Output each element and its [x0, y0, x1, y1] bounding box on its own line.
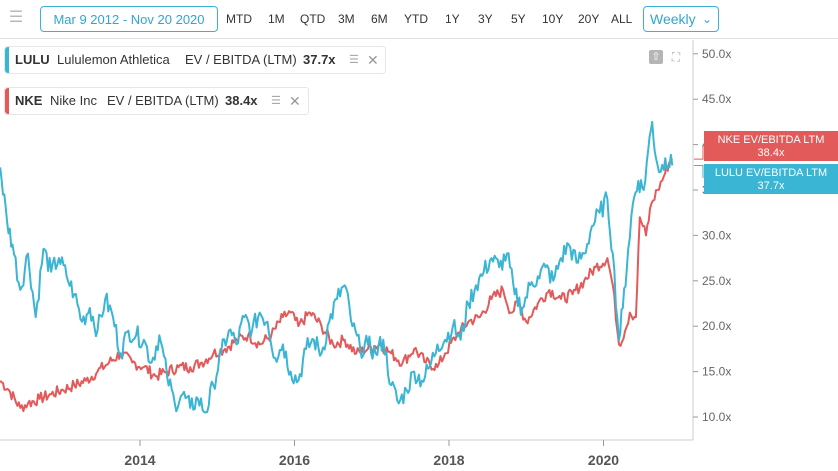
y-tick-label: 10.0x [702, 410, 731, 424]
legend-ticker: LULU [15, 52, 50, 67]
period-button-3y[interactable]: 3Y [478, 12, 493, 26]
y-tick-label: 50.0x [702, 47, 731, 61]
x-tick-label: 2020 [588, 452, 619, 468]
period-button-6m[interactable]: 6M [371, 12, 388, 26]
legend-company-name: Nike Inc [50, 93, 97, 108]
end-label-title: LULU EV/EBITDA LTM [715, 167, 827, 179]
period-button-10y[interactable]: 10Y [542, 12, 564, 26]
period-button-1y[interactable]: 1Y [445, 12, 460, 26]
period-button-mtd[interactable]: MTD [226, 12, 252, 26]
menu-icon[interactable]: ☰ [8, 9, 24, 26]
chart-toolbar: ☰ Mar 9 2012 - Nov 20 2020 MTD 1M QTD 3M 6M Y… [0, 0, 838, 39]
legend-item-nke[interactable]: NKE Nike Inc EV / EBITDA (LTM) 38.4x ☰ ✕ [4, 87, 309, 115]
period-button-20y[interactable]: 20Y [578, 12, 600, 26]
x-tick-label: 2016 [279, 452, 310, 468]
end-label-connector [694, 165, 704, 178]
end-label-value: 37.7x [758, 180, 785, 192]
x-tick-label: 2018 [433, 452, 464, 468]
y-tick-label: 15.0x [702, 365, 731, 379]
period-button-ytd[interactable]: YTD [404, 12, 428, 26]
fullscreen-icon[interactable]: ⛶ [671, 50, 681, 64]
end-label-box [704, 164, 838, 194]
upload-icon[interactable]: ⇧ [649, 50, 663, 64]
legend-item-lulu[interactable]: LULU Lululemon Athletica EV / EBITDA (LT… [4, 46, 386, 74]
period-button-qtd[interactable]: QTD [300, 12, 326, 26]
period-button-1m[interactable]: 1M [268, 12, 285, 26]
y-tick-label: 25.0x [702, 274, 731, 288]
series-line-nke [0, 158, 674, 413]
layers-icon[interactable]: ☰ [349, 54, 359, 66]
end-label-value: 38.4x [758, 147, 785, 159]
legend-metric: EV / EBITDA (LTM) [185, 52, 297, 67]
legend-value: 38.4x [225, 93, 258, 108]
frequency-value: Weekly [650, 11, 696, 27]
legend-color-bar [5, 88, 9, 114]
end-label-box [704, 131, 838, 161]
close-icon[interactable]: ✕ [289, 93, 301, 109]
legend-company-name: Lululemon Athletica [57, 52, 170, 67]
series-line-lulu [0, 120, 674, 414]
frequency-select[interactable]: Weekly ⌄ [643, 6, 719, 32]
x-tick-label: 2014 [124, 452, 155, 468]
y-tick-label: 45.0x [702, 92, 731, 106]
end-label-title: NKE EV/EBITDA LTM [718, 134, 825, 146]
legend-metric: EV / EBITDA (LTM) [107, 93, 219, 108]
period-button-5y[interactable]: 5Y [511, 12, 526, 26]
period-button-3m[interactable]: 3M [338, 12, 355, 26]
period-button-all[interactable]: ALL [611, 12, 633, 26]
y-tick-label: 20.0x [702, 319, 731, 333]
end-label-connector [694, 145, 704, 160]
legend-color-bar [5, 47, 9, 73]
legend-ticker: NKE [15, 93, 43, 108]
date-range-picker[interactable]: Mar 9 2012 - Nov 20 2020 [40, 6, 218, 32]
y-tick-label: 30.0x [702, 228, 731, 242]
legend-value: 37.7x [303, 52, 336, 67]
close-icon[interactable]: ✕ [367, 52, 379, 68]
layers-icon[interactable]: ☰ [271, 95, 281, 107]
chevron-down-icon: ⌄ [701, 12, 712, 26]
